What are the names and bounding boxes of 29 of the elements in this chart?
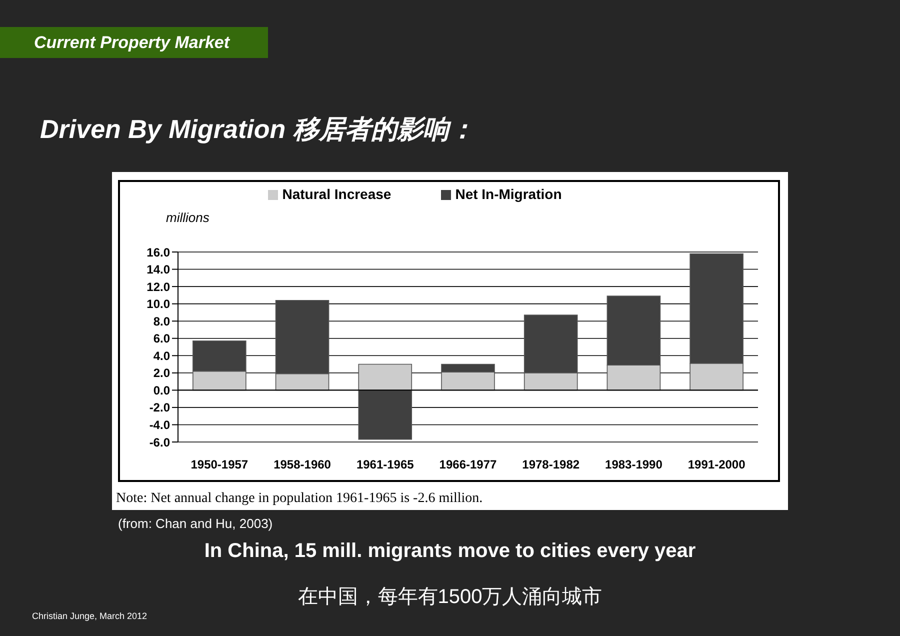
y-tick-label: 4.0	[153, 348, 170, 363]
text: Christian Junge, March 2012	[32, 611, 148, 621]
x-tick-label: 1958-1960	[274, 458, 332, 472]
x-tick-label: 1991-2000	[688, 458, 746, 472]
x-tick-label: 1961-1965	[356, 458, 414, 472]
y-tick-label: -2.0	[149, 400, 170, 415]
y-tick-label: 14.0	[146, 262, 170, 277]
text: In China, 15 mill. migrants move to cities every year	[203, 540, 697, 563]
text: Note: Net annual change in population 1961-1965 is -2.6 million.	[116, 491, 483, 507]
y-tick-label: 8.0	[153, 314, 170, 328]
legend-label: Natural Increase	[282, 186, 392, 202]
chart-title: Driven By Migration 移居者的影响：	[40, 113, 475, 146]
x-tick-label: 1966-1977	[439, 458, 498, 472]
y-tick-label: 10.0	[146, 297, 170, 312]
y-tick-label: 2.0	[153, 366, 170, 380]
legend-label: Net In-Migration	[455, 186, 562, 202]
y-tick-label: 0.0	[153, 383, 170, 398]
y-tick-label: -6.0	[149, 435, 170, 450]
y-tick-label: -4.0	[149, 418, 170, 432]
y-axis-title: millions	[166, 210, 210, 225]
x-tick-label: 1950-1957	[190, 458, 248, 472]
chart-subtitle: Current Property Market	[0, 27, 268, 58]
text: (from: Chan and Hu, 2003)	[118, 516, 273, 531]
x-tick-label: 1978-1982	[522, 458, 580, 472]
text: 在中国，每年有1500万人涌向城市	[296, 585, 604, 610]
x-tick-label: 1983-1990	[605, 458, 663, 472]
y-tick-label: 16.0	[146, 245, 170, 260]
y-tick-label: 12.0	[146, 280, 170, 294]
y-tick-label: 6.0	[153, 332, 170, 346]
